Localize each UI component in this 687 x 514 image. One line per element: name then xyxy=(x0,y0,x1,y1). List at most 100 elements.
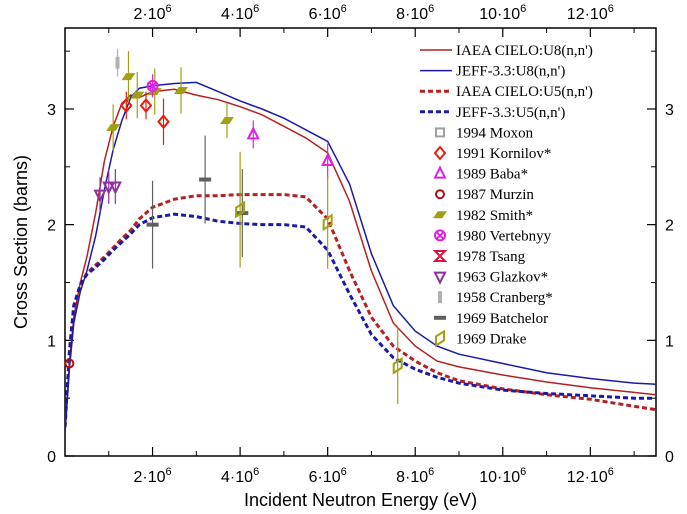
legend-label: 1991 Kornilov* xyxy=(456,146,551,162)
data-point xyxy=(392,356,403,375)
data-point xyxy=(102,181,116,195)
y-tick-label-left: 1 xyxy=(47,333,56,350)
legend-marker xyxy=(436,231,444,240)
x-tick-exponent: 6 xyxy=(520,3,526,15)
data-point xyxy=(157,114,170,130)
x-tick-mantissa: 10·10 xyxy=(479,469,520,486)
legend-label: IAEA CIELO:U8(n,n') xyxy=(456,43,593,59)
data-point xyxy=(220,117,234,125)
axis-ticks: 2·1062·1064·1064·1066·1066·1068·1068·106… xyxy=(47,3,674,486)
y-tick-label-right: 0 xyxy=(665,449,674,466)
x-tick-label-bottom: 4·106 xyxy=(221,466,259,486)
series-line xyxy=(65,193,656,428)
series-lines xyxy=(65,81,656,433)
series-line xyxy=(65,81,656,433)
x-tick-exponent: 6 xyxy=(253,3,259,15)
legend: IAEA CIELO:U8(n,n') JEFF-3.3:U8(n,n') IAEA… xyxy=(420,43,593,347)
legend-label: 1963 Glazkov* xyxy=(456,270,548,286)
x-tick-mantissa: 12·10 xyxy=(567,6,608,23)
data-point xyxy=(322,213,333,232)
x-tick-exponent: 6 xyxy=(253,466,259,478)
x-tick-label-top: 10·106 xyxy=(479,3,526,23)
legend-marker xyxy=(438,291,442,304)
y-tick-label-right: 1 xyxy=(665,333,674,350)
data-point xyxy=(106,123,121,131)
y-tick-label-right: 2 xyxy=(665,218,674,235)
data-point xyxy=(121,73,136,81)
data-point xyxy=(174,86,188,94)
data-point xyxy=(246,126,260,140)
x-tick-mantissa: 2·10 xyxy=(133,469,165,486)
data-point xyxy=(115,56,120,69)
x-tick-label-bottom: 6·106 xyxy=(309,466,347,486)
legend-marker xyxy=(433,271,447,285)
x-tick-label-bottom: 12·106 xyxy=(567,466,614,486)
legend-marker xyxy=(433,145,447,161)
x-tick-label-top: 8·106 xyxy=(396,3,434,23)
x-tick-mantissa: 6·10 xyxy=(309,6,341,23)
legend-label: 1980 Vertebnyy xyxy=(456,228,552,244)
data-point xyxy=(119,97,133,114)
data-point xyxy=(64,358,75,369)
legend-label: JEFF-3.3:U5(n,n') xyxy=(456,105,565,121)
legend-marker xyxy=(433,211,447,219)
legend-label: 1978 Tsang xyxy=(456,249,526,265)
legend-label: JEFF-3.3:U8(n,n') xyxy=(456,64,565,80)
x-tick-label-top: 6·106 xyxy=(309,3,347,23)
x-tick-mantissa: 2·10 xyxy=(133,6,165,23)
legend-label: 1989 Baba* xyxy=(456,167,528,183)
x-tick-exponent: 6 xyxy=(608,3,614,15)
legend-label: 1987 Murzin xyxy=(456,187,534,203)
legend-label: 1958 Cranberg* xyxy=(456,290,553,306)
x-tick-exponent: 6 xyxy=(608,466,614,478)
legend-marker xyxy=(435,189,445,200)
x-tick-mantissa: 10·10 xyxy=(479,6,520,23)
data-point xyxy=(108,181,122,195)
legend-marker xyxy=(434,229,446,242)
legend-marker xyxy=(435,127,445,138)
series-line xyxy=(65,88,656,428)
x-tick-exponent: 6 xyxy=(341,3,347,15)
x-tick-label-top: 4·106 xyxy=(221,3,259,23)
legend-label: 1969 Drake xyxy=(456,331,527,347)
data-point xyxy=(148,82,157,90)
x-tick-mantissa: 4·10 xyxy=(221,6,253,23)
legend-label: 1994 Moxon xyxy=(456,125,534,141)
x-tick-mantissa: 8·10 xyxy=(396,6,428,23)
data-point xyxy=(321,152,335,167)
x-tick-mantissa: 4·10 xyxy=(221,469,253,486)
x-tick-exponent: 6 xyxy=(341,466,347,478)
data-point xyxy=(235,200,246,219)
legend-label: 1969 Batchelor xyxy=(456,311,548,327)
x-tick-exponent: 6 xyxy=(166,466,172,478)
legend-label: 1982 Smith* xyxy=(456,208,533,224)
data-point xyxy=(139,97,153,114)
x-tick-mantissa: 6·10 xyxy=(309,469,341,486)
legend-marker xyxy=(432,250,448,262)
x-tick-exponent: 6 xyxy=(428,3,434,15)
legend-marker xyxy=(433,165,447,179)
x-axis-title: Incident Neutron Energy (eV) xyxy=(244,490,477,510)
data-point xyxy=(130,91,145,99)
legend-marker xyxy=(434,315,446,320)
x-tick-exponent: 6 xyxy=(520,466,526,478)
x-tick-label-bottom: 10·106 xyxy=(479,466,526,486)
legend-marker xyxy=(435,329,445,348)
y-tick-label-right: 3 xyxy=(665,102,674,119)
x-tick-mantissa: 12·10 xyxy=(567,469,608,486)
x-tick-label-bottom: 2·106 xyxy=(133,466,171,486)
x-tick-label-top: 2·106 xyxy=(133,3,171,23)
series-line xyxy=(65,212,656,428)
data-point xyxy=(93,189,107,203)
experiment-points xyxy=(64,48,403,404)
legend-label: IAEA CIELO:U5(n,n') xyxy=(456,84,593,100)
x-tick-exponent: 6 xyxy=(428,466,434,478)
x-tick-exponent: 6 xyxy=(166,3,172,15)
data-point xyxy=(146,79,159,92)
y-tick-label-left: 3 xyxy=(47,102,56,119)
plot-frame xyxy=(64,27,657,457)
x-tick-mantissa: 8·10 xyxy=(396,469,428,486)
y-axis-title: Cross Section (barns) xyxy=(11,155,31,329)
